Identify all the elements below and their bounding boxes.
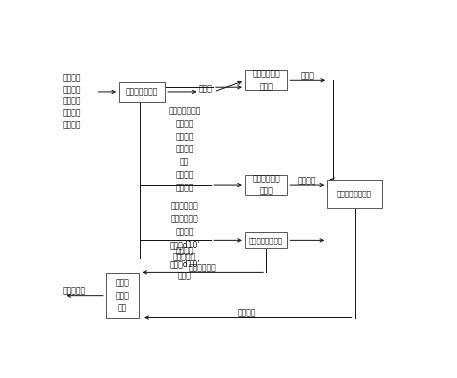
Text: 推力: 推力 bbox=[180, 158, 189, 167]
Text: 联流排土器转速: 联流排土器转速 bbox=[169, 106, 201, 115]
Text: 刀盘扮矩: 刀盘扮矩 bbox=[175, 132, 194, 141]
Text: 滲流系数: 滲流系数 bbox=[298, 176, 317, 185]
Text: 简化机理建模方法: 简化机理建模方法 bbox=[337, 191, 372, 197]
Text: 推进速度: 推进速度 bbox=[175, 183, 194, 192]
FancyBboxPatch shape bbox=[119, 82, 165, 102]
Text: 土舱压力: 土舱压力 bbox=[175, 246, 194, 255]
Text: 刀盘扮矩: 刀盘扮矩 bbox=[63, 73, 81, 82]
FancyBboxPatch shape bbox=[327, 180, 382, 208]
Text: 初始压力: 初始压力 bbox=[175, 227, 194, 236]
Text: 初始滲流系数: 初始滲流系数 bbox=[171, 201, 198, 211]
Text: 土舱压力: 土舱压力 bbox=[175, 170, 194, 180]
Text: 滲流量: 滲流量 bbox=[301, 71, 314, 80]
Text: 刀盘转速: 刀盘转速 bbox=[175, 145, 194, 154]
Text: 滲透压力: 滲透压力 bbox=[238, 308, 256, 318]
Text: 土的压缩系数: 土的压缩系数 bbox=[171, 214, 198, 223]
Text: 初始孔隙比: 初始孔隙比 bbox=[173, 253, 196, 262]
Text: 土在水中自重: 土在水中自重 bbox=[189, 264, 217, 273]
Text: 支持向量回归
机方法: 支持向量回归 机方法 bbox=[252, 70, 280, 91]
Text: 置信规则库方法: 置信规则库方法 bbox=[126, 87, 158, 96]
FancyBboxPatch shape bbox=[245, 175, 287, 195]
Text: 简化机
理建模
方法: 简化机 理建模 方法 bbox=[116, 279, 130, 313]
Text: 推进速度: 推进速度 bbox=[63, 108, 81, 118]
Text: 土舱湿度: 土舱湿度 bbox=[175, 119, 194, 128]
Text: 噴涌的判断: 噴涌的判断 bbox=[63, 287, 85, 296]
Text: 勘探数据: 勘探数据 bbox=[63, 120, 81, 129]
FancyBboxPatch shape bbox=[245, 232, 287, 248]
FancyBboxPatch shape bbox=[106, 273, 139, 318]
Text: 支持向量回归
机方法: 支持向量回归 机方法 bbox=[252, 174, 280, 196]
Text: 土束度: 土束度 bbox=[178, 272, 191, 281]
Text: 土粒径d10’: 土粒径d10’ bbox=[169, 240, 200, 249]
Text: 简化机理建模方法: 简化机理建模方法 bbox=[249, 237, 283, 244]
Text: 土比热: 土比热 bbox=[199, 85, 213, 93]
FancyBboxPatch shape bbox=[245, 70, 287, 90]
Text: 刀盘转速: 刀盘转速 bbox=[63, 85, 81, 94]
Text: 土粒径d10’: 土粒径d10’ bbox=[169, 259, 200, 268]
Text: 刀盘推力: 刀盘推力 bbox=[63, 97, 81, 106]
